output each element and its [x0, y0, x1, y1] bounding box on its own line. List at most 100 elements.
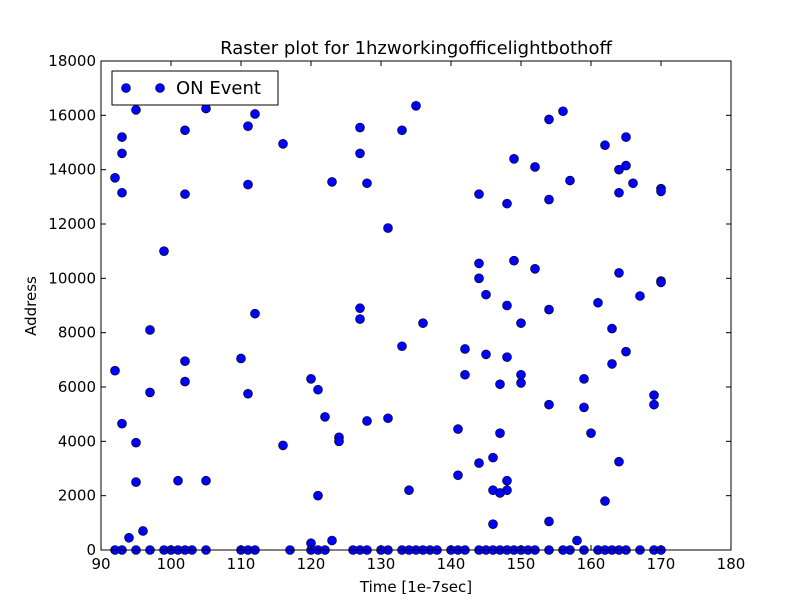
data-point: [383, 223, 393, 233]
y-tick-label: 0: [86, 541, 96, 559]
data-point: [488, 452, 498, 463]
data-point: [600, 140, 610, 151]
data-point: [453, 424, 463, 434]
data-point: [180, 189, 190, 199]
data-point: [278, 440, 288, 451]
data-point: [544, 516, 554, 527]
x-tick-label: 100: [157, 555, 186, 573]
data-point: [474, 189, 484, 199]
data-point: [117, 418, 127, 429]
data-point: [320, 412, 330, 422]
data-point: [481, 289, 491, 300]
data-point: [628, 178, 638, 189]
data-point: [474, 258, 484, 269]
data-point: [117, 148, 127, 159]
data-point: [201, 475, 211, 486]
data-point: [453, 470, 463, 481]
y-tick-label: 14000: [48, 161, 96, 179]
y-tick-label: 2000: [58, 487, 96, 505]
y-tick-label: 4000: [58, 432, 96, 450]
data-point: [495, 428, 505, 438]
data-point: [159, 246, 169, 256]
data-point: [418, 318, 428, 328]
data-point: [460, 344, 470, 354]
data-point: [327, 535, 337, 546]
data-point: [502, 300, 512, 311]
data-point: [558, 106, 568, 117]
data-point: [635, 291, 645, 301]
y-axis-label: Address: [22, 276, 40, 336]
data-point: [572, 535, 582, 546]
data-point: [362, 416, 372, 426]
y-tick-label: 18000: [48, 52, 96, 70]
data-point: [649, 399, 659, 410]
ticks-layer: 90 100 110 120 130 140 150 160 170 180 0 2000 4000 60…: [48, 52, 745, 573]
data-point: [530, 264, 540, 274]
data-point: [110, 173, 120, 183]
data-point: [180, 376, 190, 387]
data-point: [649, 390, 659, 400]
data-point: [250, 308, 260, 319]
data-point: [131, 437, 141, 448]
data-point: [544, 114, 554, 125]
data-point: [509, 154, 519, 164]
data-point: [621, 132, 631, 142]
data-point: [544, 399, 554, 410]
data-point: [355, 303, 365, 314]
data-point: [131, 105, 141, 115]
data-point: [593, 297, 603, 308]
data-point: [488, 519, 498, 529]
data-point: [355, 314, 365, 324]
legend-marker: [121, 83, 131, 93]
data-point: [607, 323, 617, 334]
data-point: [362, 178, 372, 189]
data-point: [509, 255, 519, 266]
data-point: [138, 526, 148, 536]
y-tick-label: 6000: [58, 378, 96, 396]
x-tick-label: 140: [437, 555, 466, 573]
data-point: [173, 475, 183, 486]
data-point: [243, 388, 253, 399]
data-point: [516, 318, 526, 328]
data-point: [474, 458, 484, 468]
data-point: [600, 496, 610, 506]
data-point: [544, 304, 554, 315]
data-point: [110, 365, 120, 376]
data-point: [607, 359, 617, 369]
data-point: [614, 268, 624, 278]
x-tick-label: 90: [91, 555, 110, 573]
data-point: [117, 132, 127, 142]
data-point: [250, 109, 260, 119]
data-point: [621, 346, 631, 357]
data-point: [502, 485, 512, 496]
data-point: [516, 378, 526, 388]
data-point: [502, 352, 512, 362]
data-point: [474, 273, 484, 284]
data-point: [313, 384, 323, 395]
data-point: [243, 179, 253, 190]
y-tick-label: 10000: [48, 269, 96, 287]
legend-box: [111, 70, 279, 106]
data-point: [180, 356, 190, 366]
data-point: [334, 436, 344, 447]
data-point: [656, 186, 666, 197]
x-tick-label: 120: [297, 555, 326, 573]
data-point: [565, 175, 575, 186]
data-point: [145, 387, 155, 398]
data-point: [411, 101, 421, 111]
data-point: [460, 369, 470, 380]
data-point: [586, 428, 596, 438]
y-tick-label: 8000: [58, 324, 96, 342]
data-point: [502, 475, 512, 486]
data-point: [180, 125, 190, 136]
x-tick-label: 130: [367, 555, 396, 573]
x-tick-label: 180: [717, 555, 746, 573]
data-point: [131, 477, 141, 487]
data-point: [306, 374, 316, 384]
data-point: [124, 532, 134, 543]
data-point: [495, 379, 505, 390]
plot-area: [101, 61, 731, 550]
chart-title: Raster plot for 1hzworkingofficelightbot…: [220, 38, 612, 59]
